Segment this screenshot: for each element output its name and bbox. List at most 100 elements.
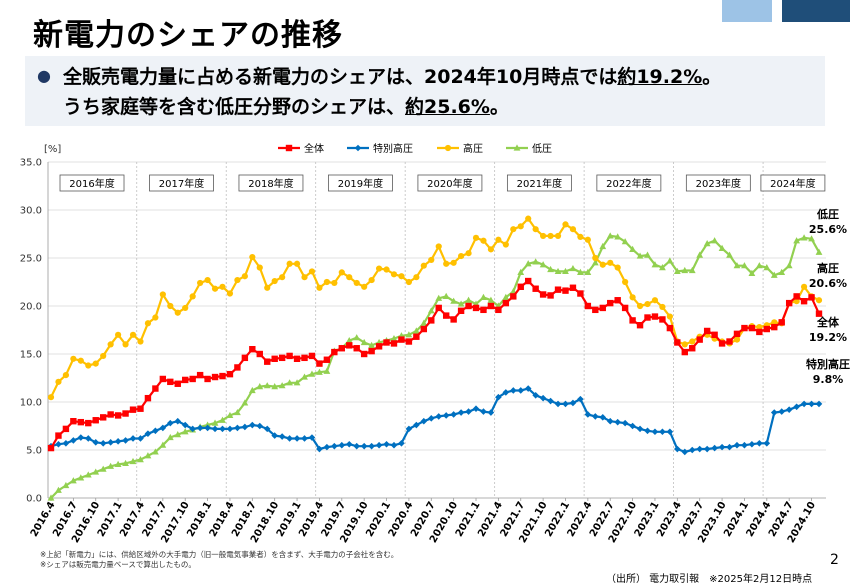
data-point <box>62 439 70 447</box>
data-point <box>599 414 607 421</box>
data-point <box>636 322 644 329</box>
data-point <box>249 253 256 261</box>
legend-label: 低圧 <box>532 142 552 155</box>
data-point <box>509 387 517 394</box>
data-point <box>420 325 428 333</box>
data-point <box>353 334 361 341</box>
fiscal-year-box <box>417 174 483 192</box>
summary-line-2-value: 約25.6% <box>405 96 490 118</box>
data-point <box>174 431 182 438</box>
data-point <box>323 278 330 286</box>
data-point <box>293 435 301 442</box>
data-point <box>129 457 137 465</box>
data-point <box>450 411 457 418</box>
data-point <box>241 273 248 280</box>
data-point <box>674 445 681 453</box>
data-point <box>428 317 435 324</box>
data-point <box>673 267 681 275</box>
data-point <box>316 284 323 291</box>
data-point <box>316 360 323 367</box>
data-point <box>763 325 771 333</box>
data-point <box>182 304 189 312</box>
data-point <box>107 341 114 348</box>
data-point <box>204 276 211 284</box>
data-point <box>651 261 659 268</box>
data-point <box>532 391 539 399</box>
data-point <box>360 338 368 346</box>
data-point <box>666 324 674 332</box>
data-point <box>696 251 704 258</box>
data-point <box>278 433 286 440</box>
data-point <box>189 375 196 383</box>
data-point <box>234 408 241 416</box>
data-point <box>316 445 323 453</box>
data-point <box>569 264 577 272</box>
footnote-2: ※シェアは販売電力量ベースで算出したもの。 <box>40 560 196 569</box>
data-point <box>278 354 286 362</box>
data-point <box>211 425 219 433</box>
data-point <box>808 235 815 242</box>
data-point <box>495 306 502 314</box>
data-point <box>465 296 472 303</box>
data-point <box>286 260 293 267</box>
data-point <box>614 418 621 426</box>
data-point <box>524 260 532 267</box>
data-point <box>592 254 599 262</box>
data-point <box>495 236 502 243</box>
data-point <box>398 273 405 280</box>
data-point <box>629 317 636 324</box>
summary-box: ● 全販売電力量に占める新電力のシェアは、2024年10月時点では約19.2%。… <box>25 56 825 126</box>
data-point <box>726 338 733 345</box>
end-label-value: 19.2% <box>809 331 847 344</box>
data-point <box>420 262 427 269</box>
data-point <box>99 465 107 472</box>
data-point <box>763 264 771 271</box>
data-point <box>271 355 278 362</box>
data-point <box>264 358 271 365</box>
data-point <box>457 307 465 314</box>
data-point <box>196 371 204 379</box>
data-point <box>808 294 815 301</box>
data-point <box>487 296 495 303</box>
data-point <box>547 397 554 405</box>
data-point <box>800 298 808 305</box>
data-point <box>301 354 308 362</box>
data-point <box>211 285 219 292</box>
data-point <box>666 257 674 264</box>
fiscal-year-box <box>596 174 662 192</box>
data-point <box>181 421 189 429</box>
data-point <box>55 440 62 448</box>
data-point <box>465 302 472 310</box>
data-point <box>405 425 413 433</box>
end-label-value: 9.8% <box>813 373 844 386</box>
y-tick-label: 15.0 <box>20 350 42 361</box>
data-point <box>204 424 211 432</box>
data-point <box>472 234 480 241</box>
data-point <box>755 262 763 269</box>
data-point <box>137 405 144 412</box>
data-point <box>84 435 92 442</box>
data-point <box>122 437 129 444</box>
data-point <box>785 262 793 269</box>
data-point <box>741 441 748 449</box>
data-point <box>444 144 452 152</box>
data-point <box>234 424 241 432</box>
fiscal-year-label: 2023年度 <box>696 177 741 190</box>
data-point <box>264 284 271 291</box>
data-point <box>502 293 510 300</box>
data-point <box>301 435 308 442</box>
data-point <box>756 324 763 331</box>
data-point <box>435 294 443 301</box>
data-point <box>226 370 234 378</box>
end-label-name: 全体 <box>816 315 840 329</box>
data-point <box>420 417 428 425</box>
data-point <box>622 278 629 286</box>
data-point <box>659 428 666 436</box>
data-point <box>398 439 405 447</box>
data-point <box>659 303 666 311</box>
data-point <box>562 221 569 228</box>
data-point <box>92 439 100 446</box>
data-point <box>405 278 413 286</box>
data-point <box>644 314 651 321</box>
y-tick-label: 30.0 <box>20 206 42 217</box>
